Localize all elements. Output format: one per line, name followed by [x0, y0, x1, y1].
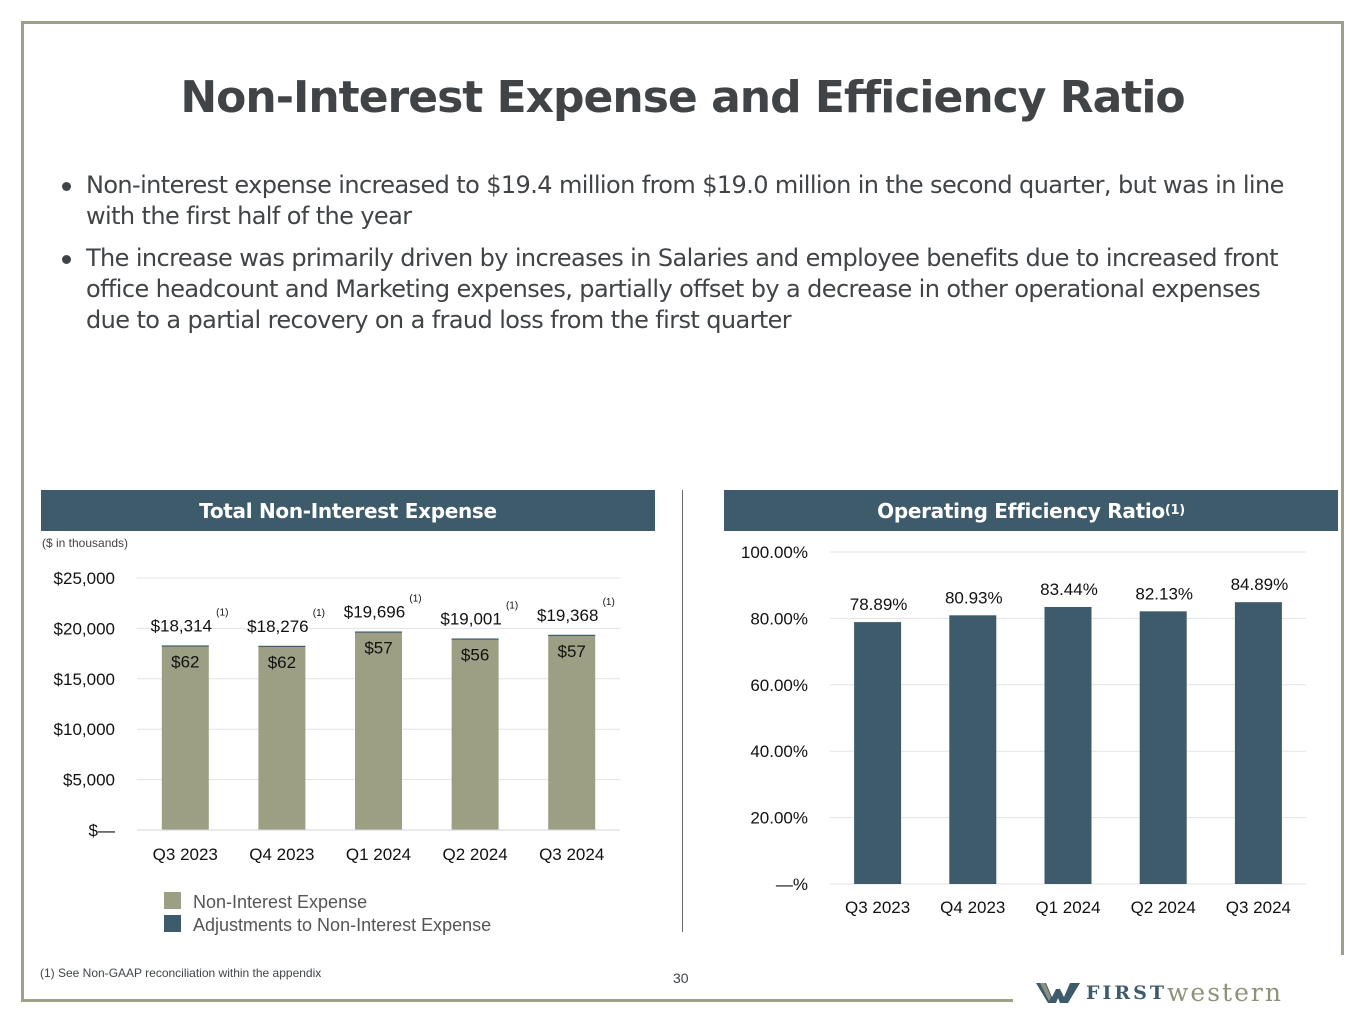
bar-adjustment	[451, 638, 499, 640]
bar-adjustment	[548, 634, 596, 636]
y-tick-label: $15,000	[54, 670, 115, 689]
adjustment-data-label: $62	[171, 652, 199, 671]
bar-adjustment	[161, 645, 209, 647]
y-tick-label: 100.00%	[741, 543, 808, 562]
x-tick-label: Q3 2023	[153, 845, 218, 864]
logo-western-text: western	[1167, 978, 1283, 1007]
bar-non-interest-expense	[161, 646, 209, 830]
bar-adjustment	[355, 631, 402, 633]
bullet-list: Non-interest expense increased to $19.4 …	[60, 170, 1310, 347]
data-label: 78.89%	[850, 595, 908, 614]
y-tick-label: —%	[776, 875, 808, 894]
bar-efficiency-ratio	[949, 615, 997, 884]
y-tick-label: 20.00%	[750, 809, 808, 828]
efficiency-ratio-chart: —% 20.00% 40.00% 60.00% 80.00% 100.00% 78.89% Q…	[741, 543, 1306, 917]
bar-efficiency-ratio	[854, 622, 902, 884]
footnote: (1) See Non-GAAP reconciliation within t…	[40, 966, 322, 980]
bar-non-interest-expense	[451, 639, 499, 830]
total-label-footnote: (1)	[216, 607, 228, 618]
total-label-footnote: (1)	[409, 593, 421, 604]
x-tick-label: Q3 2024	[539, 845, 604, 864]
bullet-item: The increase was primarily driven by inc…	[60, 243, 1310, 336]
left-panel-header: Total Non-Interest Expense	[41, 490, 655, 531]
y-tick-label: 80.00%	[750, 609, 808, 628]
right-panel-title: Operating Efficiency Ratio	[877, 498, 1165, 523]
x-tick-label: Q1 2024	[1035, 898, 1100, 917]
x-tick-label: Q3 2024	[1226, 898, 1291, 917]
panel-divider	[682, 490, 683, 932]
x-tick-label: Q1 2024	[346, 845, 411, 864]
frame-bottom-border	[21, 999, 1013, 1002]
logo-w-icon	[1036, 982, 1080, 1003]
total-data-label: $18,314	[151, 616, 212, 635]
frame-right-border	[1341, 21, 1344, 955]
y-tick-label: $20,000	[54, 619, 115, 638]
frame-top-border	[21, 21, 1344, 24]
y-tick-label: 60.00%	[750, 676, 808, 695]
units-note: ($ in thousands)	[42, 536, 129, 550]
adjustment-data-label: $57	[364, 638, 392, 657]
total-data-label: $18,276	[247, 617, 308, 636]
bar-non-interest-expense	[258, 646, 306, 830]
y-tick-label: $25,000	[54, 569, 115, 588]
x-tick-label: Q4 2023	[940, 898, 1005, 917]
bar-efficiency-ratio	[1234, 602, 1282, 884]
adjustment-data-label: $57	[558, 642, 586, 661]
bar-efficiency-ratio	[1044, 606, 1092, 884]
total-label-footnote: (1)	[313, 608, 325, 619]
data-label: 84.89%	[1231, 575, 1289, 594]
total-data-label: $19,001	[440, 609, 501, 628]
slide-title: Non-Interest Expense and Efficiency Rati…	[180, 72, 1185, 123]
x-tick-label: Q3 2023	[845, 898, 910, 917]
page-number: 30	[673, 970, 689, 986]
bar-non-interest-expense	[355, 632, 402, 830]
legend-swatch-non-interest-expense	[164, 892, 181, 909]
company-logo: FIRST western	[1036, 978, 1283, 1007]
right-panel-header: Operating Efficiency Ratio (1)	[724, 490, 1338, 531]
left-panel-title: Total Non-Interest Expense	[199, 498, 497, 523]
bar-non-interest-expense	[548, 635, 596, 830]
total-label-footnote: (1)	[603, 597, 615, 608]
total-data-label: $19,696	[344, 602, 405, 621]
y-tick-label: $—	[89, 821, 115, 840]
legend-swatch-adjustments	[164, 915, 181, 932]
data-label: 82.13%	[1135, 584, 1193, 603]
frame-left-border	[21, 21, 24, 1002]
legend-label: Non-Interest Expense	[193, 892, 367, 912]
legend-label: Adjustments to Non-Interest Expense	[193, 915, 491, 935]
total-label-footnote: (1)	[506, 600, 518, 611]
x-tick-label: Q2 2024	[1131, 898, 1196, 917]
y-tick-label: 40.00%	[750, 742, 808, 761]
bar-efficiency-ratio	[1139, 611, 1187, 884]
data-label: 80.93%	[945, 588, 1003, 607]
data-label: 83.44%	[1040, 580, 1098, 599]
x-tick-label: Q2 2024	[442, 845, 507, 864]
non-interest-expense-chart: $— $5,000 $10,000 $15,000 $20,000 $25,000 $62 $…	[54, 569, 620, 935]
logo-first-text: FIRST	[1086, 981, 1168, 1004]
y-tick-label: $10,000	[54, 720, 115, 739]
right-panel-title-sup: (1)	[1164, 503, 1185, 518]
bar-adjustment	[258, 645, 306, 647]
x-tick-label: Q4 2023	[249, 845, 314, 864]
bullet-item: Non-interest expense increased to $19.4 …	[60, 170, 1310, 232]
adjustment-data-label: $62	[268, 653, 296, 672]
total-data-label: $19,368	[537, 606, 598, 625]
y-tick-label: $5,000	[63, 771, 115, 790]
adjustment-data-label: $56	[461, 645, 489, 664]
